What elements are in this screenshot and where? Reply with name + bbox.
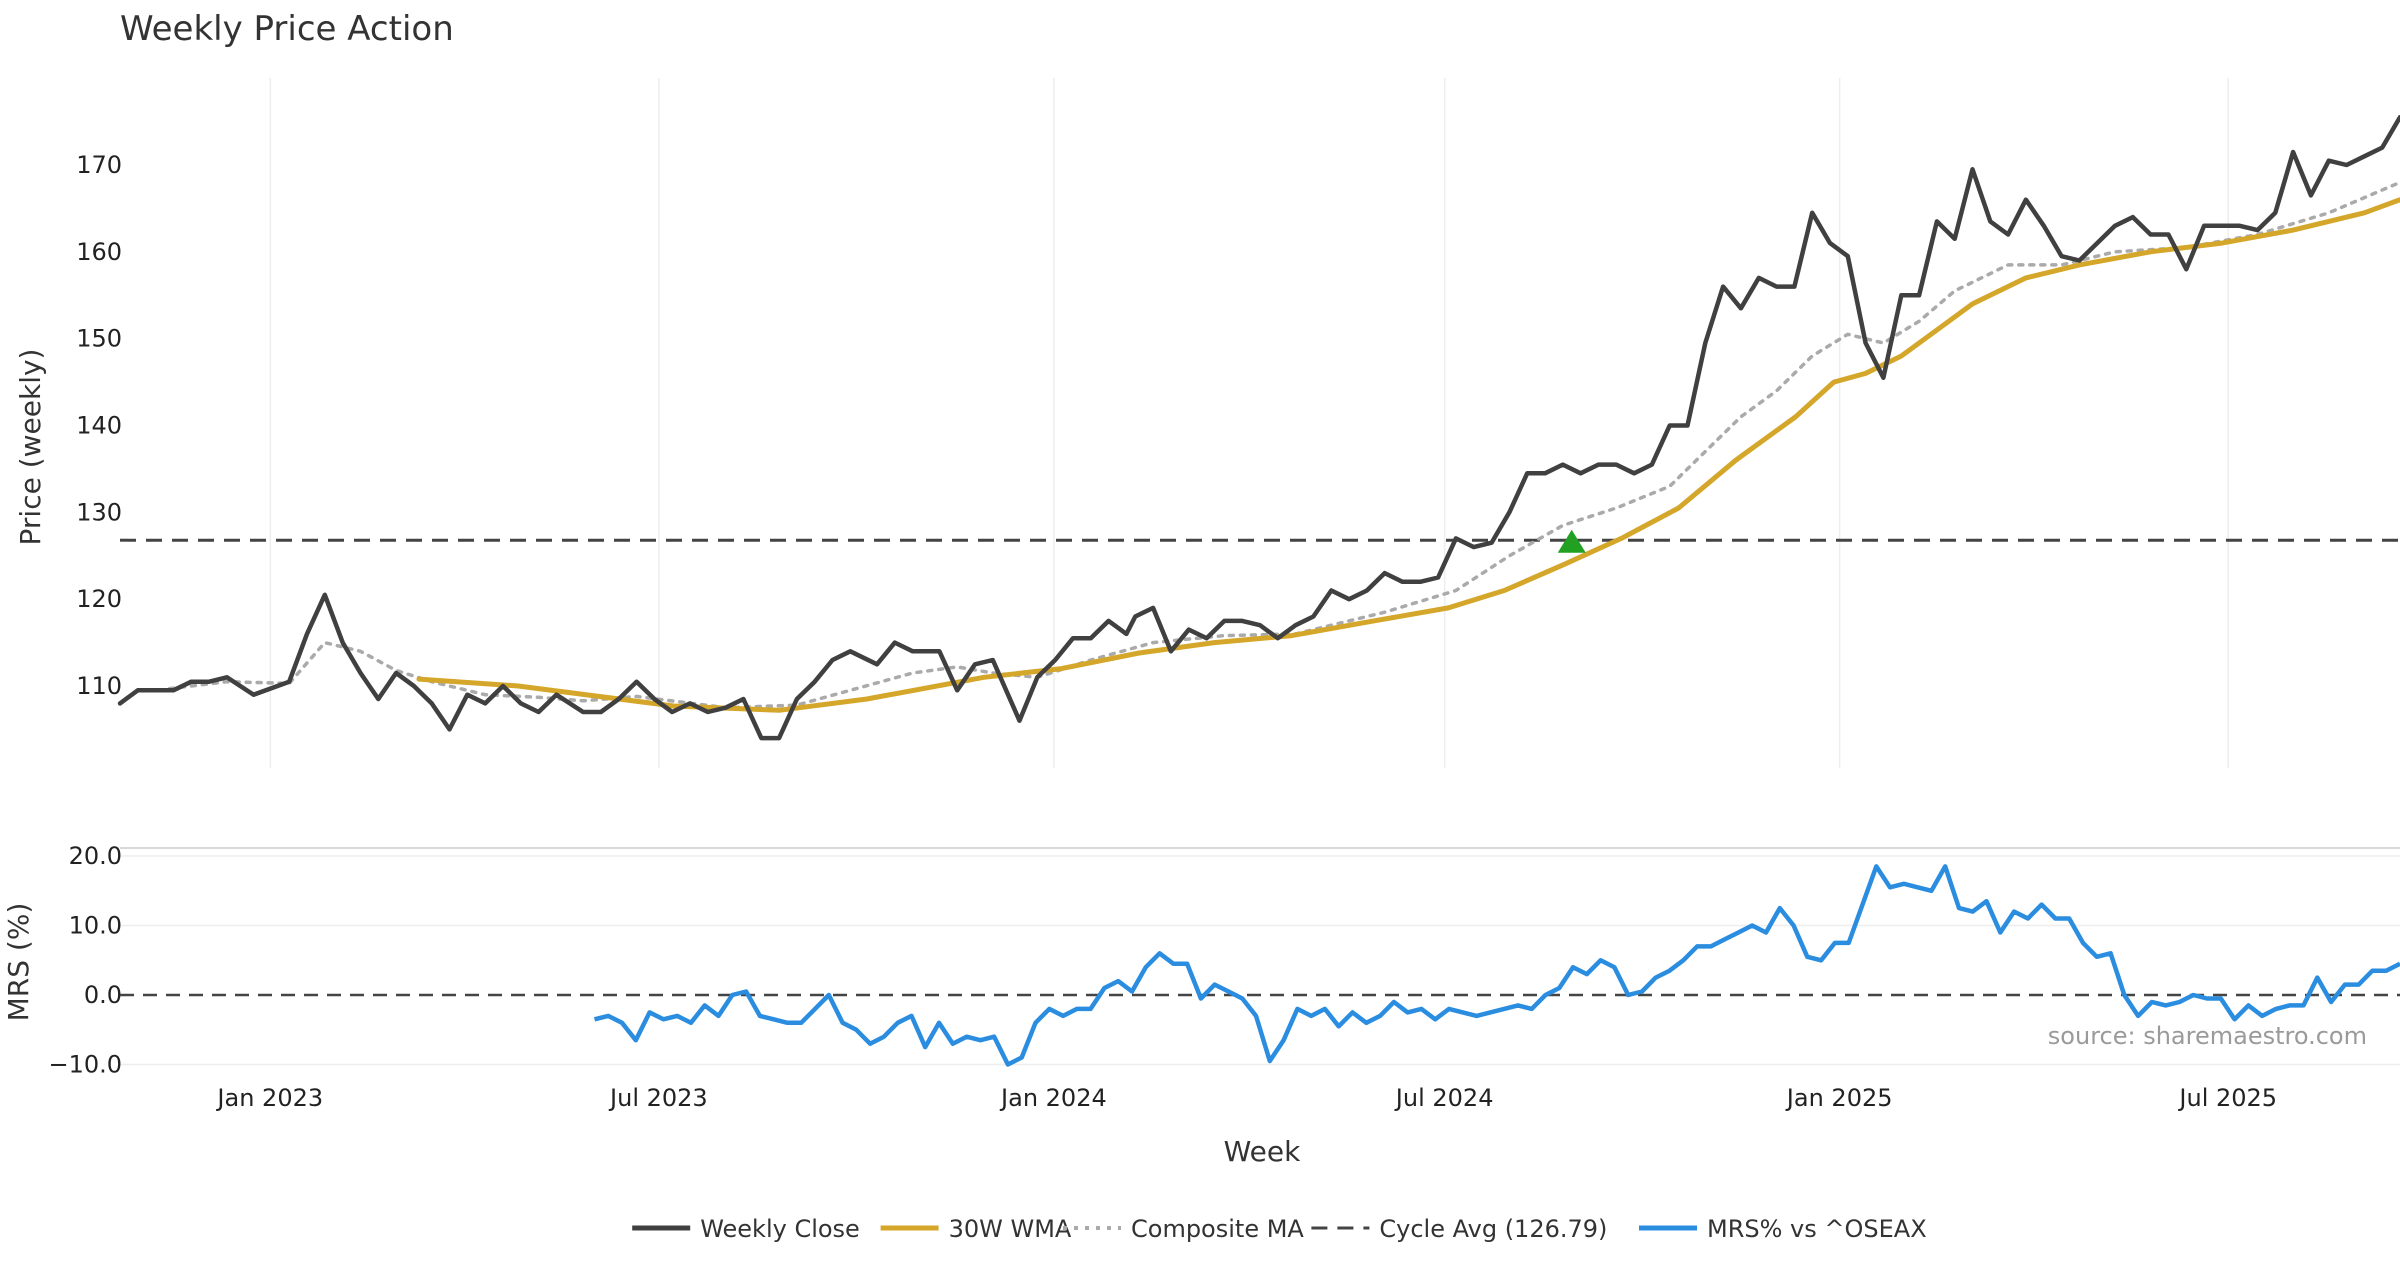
price-y-tick-label-6: 170 [76,151,122,179]
price-y-tick-label-1: 120 [76,585,122,613]
x-axis-label: Week [1224,1135,1301,1168]
price-panel: 110 120 130 140 150 160 170 [76,78,2400,768]
legend-label-3: Cycle Avg (126.79) [1379,1215,1607,1243]
chart-title: Weekly Price Action [120,9,454,49]
legend-label-4: MRS% vs ^OSEAX [1707,1215,1927,1243]
legend-item-1[interactable]: 30W WMA [881,1215,1072,1243]
price-y-tick-label-5: 160 [76,238,122,266]
wma-30w-line [419,200,2400,711]
mrs-y-tick-label-3: −10.0 [48,1051,122,1079]
legend-item-2[interactable]: Composite MA [1063,1215,1304,1243]
legend-item-4[interactable]: MRS% vs ^OSEAX [1639,1215,1927,1243]
price-y-tick-label-4: 150 [76,325,122,353]
price-y-axis-label: Price (weekly) [14,349,47,546]
mrs-y-tick-label-0: 20.0 [69,842,122,870]
mrs-y-tick-label-1: 10.0 [69,912,122,940]
source-annotation: source: sharemaestro.com [2048,1022,2367,1050]
price-y-tick-label-2: 130 [76,498,122,526]
mrs-y-axis-label: MRS (%) [2,903,35,1022]
price-y-tick-label-3: 140 [76,412,122,440]
legend[interactable]: Weekly Close 30W WMA Composite MA Cycle Avg… [632,1215,1926,1243]
composite-ma-line [170,182,2400,707]
legend-label-2: Composite MA [1131,1215,1304,1243]
legend-item-3[interactable]: Cycle Avg (126.79) [1311,1215,1607,1243]
x-tick-label-3: Jul 2024 [1394,1084,1494,1112]
legend-item-0[interactable]: Weekly Close [632,1215,860,1243]
legend-label-1: 30W WMA [949,1215,1072,1243]
x-tick-label-5: Jul 2025 [2177,1084,2277,1112]
x-tick-label-2: Jan 2024 [999,1084,1107,1112]
x-tick-label-4: Jan 2025 [1785,1084,1893,1112]
legend-label-0: Weekly Close [700,1215,860,1243]
x-axis-ticks: Jan 2023 Jul 2023 Jan 2024 Jul 2024 Jan 2025… [215,1084,2277,1112]
mrs-y-tick-label-2: 0.0 [84,981,122,1009]
price-y-tick-label-0: 110 [76,672,122,700]
weekly-close-line [120,117,2400,738]
x-tick-label-0: Jan 2023 [215,1084,323,1112]
x-tick-label-1: Jul 2023 [608,1084,708,1112]
